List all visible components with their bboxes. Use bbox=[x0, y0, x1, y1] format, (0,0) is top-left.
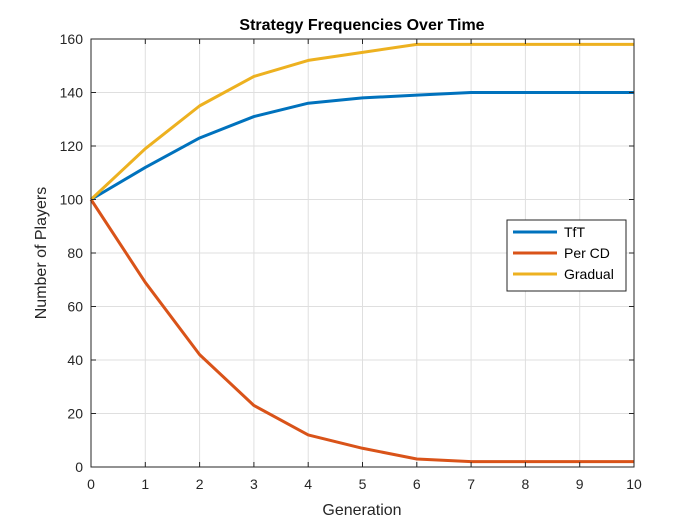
x-tick-label: 8 bbox=[522, 476, 530, 492]
x-tick-labels: 0 1 2 3 4 5 6 7 8 9 10 bbox=[87, 476, 642, 492]
x-tick-label: 0 bbox=[87, 476, 95, 492]
x-tick-label: 3 bbox=[250, 476, 258, 492]
y-tick-label: 80 bbox=[67, 245, 83, 261]
y-tick-label: 100 bbox=[60, 192, 84, 208]
y-tick-label: 60 bbox=[67, 299, 83, 315]
tick-marks bbox=[90, 38, 635, 468]
series-line-tft bbox=[90, 91, 634, 201]
y-tick-labels: 0 20 40 60 80 100 120 140 160 bbox=[60, 31, 84, 475]
x-tick-label: 5 bbox=[359, 476, 367, 492]
legend-label-tft: TfT bbox=[564, 224, 585, 240]
chart-title: Strategy Frequencies Over Time bbox=[239, 17, 484, 34]
y-tick-label: 120 bbox=[60, 138, 84, 154]
y-tick-label: 160 bbox=[60, 31, 84, 47]
y-tick-label: 40 bbox=[67, 352, 83, 368]
series-layer bbox=[89, 42, 634, 464]
x-tick-label: 4 bbox=[304, 476, 312, 492]
x-tick-label: 1 bbox=[141, 476, 149, 492]
y-axis-label: Number of Players bbox=[33, 187, 50, 320]
y-tick-label: 140 bbox=[60, 85, 84, 101]
x-tick-label: 10 bbox=[626, 476, 642, 492]
x-tick-label: 9 bbox=[576, 476, 584, 492]
series-line-gradual bbox=[89, 42, 634, 201]
legend-label-per-cd: Per CD bbox=[564, 245, 610, 261]
x-tick-label: 6 bbox=[413, 476, 421, 492]
legend: TfT Per CD Gradual bbox=[506, 219, 627, 292]
series-line-per-cd bbox=[89, 198, 634, 464]
legend-label-gradual: Gradual bbox=[564, 266, 614, 282]
x-tick-label: 2 bbox=[196, 476, 204, 492]
y-tick-label: 20 bbox=[67, 406, 83, 422]
x-axis-label: Generation bbox=[322, 502, 401, 519]
x-tick-label: 7 bbox=[467, 476, 475, 492]
y-tick-label: 0 bbox=[75, 459, 83, 475]
